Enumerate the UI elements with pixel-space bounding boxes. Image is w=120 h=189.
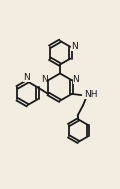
Text: N: N	[41, 75, 47, 84]
Text: N: N	[71, 42, 78, 51]
Text: N: N	[23, 73, 30, 82]
Text: N: N	[73, 75, 79, 84]
Text: NH: NH	[84, 90, 98, 99]
